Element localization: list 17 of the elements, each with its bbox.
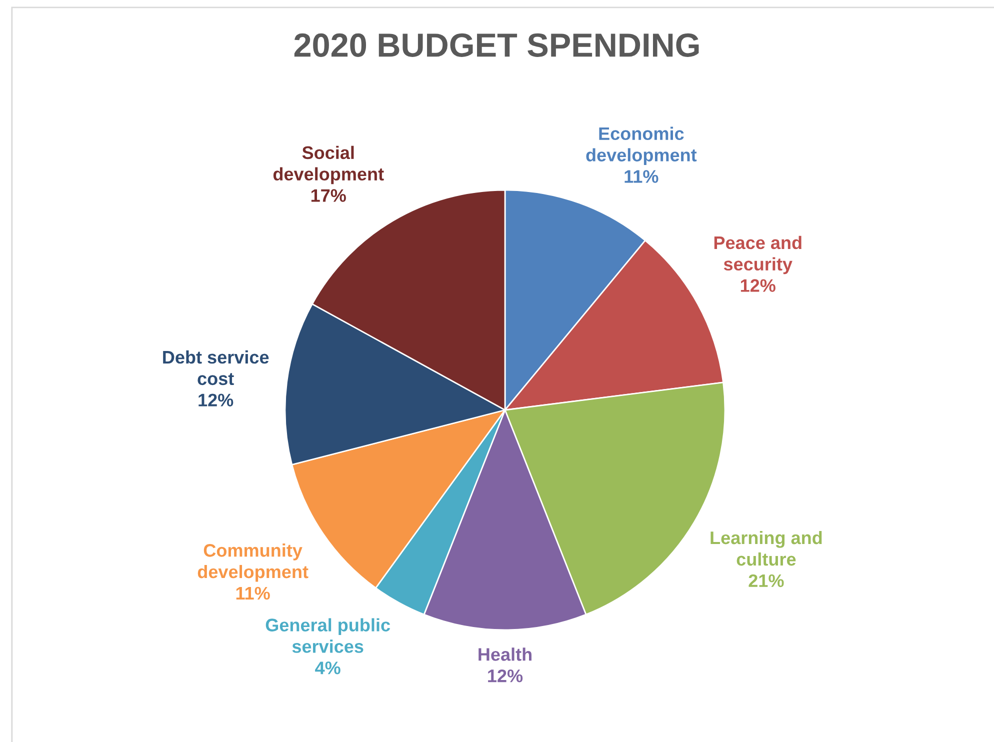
data-label: 12% xyxy=(488,669,523,682)
slice-label: Health xyxy=(478,648,532,661)
slice-label: Economic development xyxy=(586,126,697,166)
slice-label: Learning and culture xyxy=(710,530,822,566)
data-label: 11% xyxy=(624,170,658,183)
chart-title: 2020 BUDGET SPENDING xyxy=(294,33,699,57)
slice-label: Peace and security xyxy=(714,236,802,274)
data-label: 4% xyxy=(315,662,340,674)
slice-label: Debt service cost xyxy=(163,350,269,386)
slice-label: Community development xyxy=(198,544,308,582)
data-label: 12% xyxy=(740,279,776,292)
data-label: 11% xyxy=(236,586,270,600)
slice-label: Social development xyxy=(273,146,384,184)
slice-label: General public services xyxy=(266,618,390,653)
data-label: 12% xyxy=(198,394,234,406)
data-label: 17% xyxy=(311,189,346,202)
data-label: 21% xyxy=(748,574,784,588)
